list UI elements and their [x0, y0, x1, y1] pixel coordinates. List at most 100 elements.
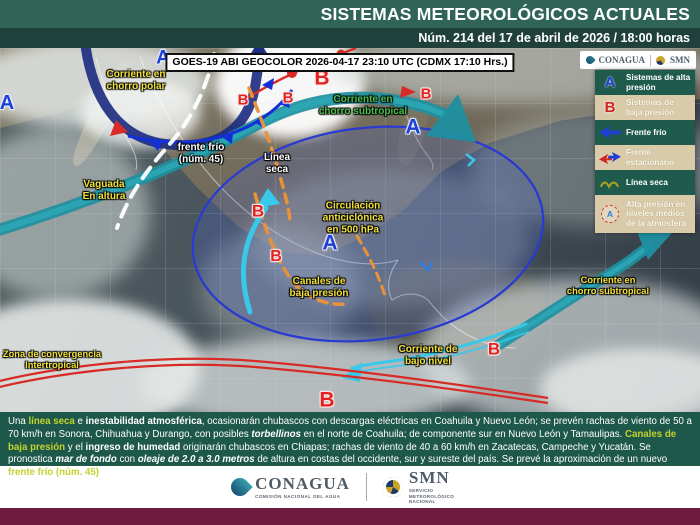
summary-bold-italic: oleaje de 2.0 a 3.0 metros — [137, 454, 255, 466]
low-pressure-B: B — [237, 91, 249, 109]
legend-label: Frente frío — [626, 127, 667, 137]
summary-highlight: Canales de baja presión — [8, 428, 677, 453]
dry-line-dashed — [247, 86, 292, 224]
smn-swirl-icon — [382, 476, 403, 497]
legend-item-mid-level-high: A Alta presión en niveles medios de la a… — [595, 195, 695, 233]
smn-mini-label: SMN — [670, 55, 690, 65]
high-pressure-A: A — [322, 231, 338, 255]
label-low-channels: Canales de baja presión — [289, 276, 349, 299]
legend-item-stationary-front: Frente estacionario — [595, 145, 695, 170]
smn-swirl-icon — [656, 55, 665, 65]
divider — [650, 54, 651, 66]
summary-bold: ingreso de humedad — [85, 441, 181, 453]
subtitle-band: Núm. 214 del 17 de abril de 2026 / 18:00… — [0, 28, 700, 48]
bulletin-number: Núm. 214 del 17 de abril de 2026 / 18:00… — [418, 31, 690, 45]
label-low-level-jet: Corriente de bajo nivel — [398, 344, 458, 367]
legend-label: Sistemas de baja presión — [626, 98, 675, 117]
legend-item-cold-front: Frente frío — [595, 120, 695, 145]
summary-text: originarán chubascos en Chiapas; rachas … — [8, 441, 651, 466]
satellite-caption: GOES-19 ABI GEOCOLOR 2026-04-17 23:10 UT… — [165, 53, 515, 72]
polar-jet-ribbon — [80, 48, 264, 151]
conagua-drop-icon — [583, 54, 596, 66]
warm-front-tip — [110, 120, 128, 136]
stationary-front-red-arrow — [400, 86, 416, 98]
label-trough: Vaguada En altura — [82, 179, 126, 202]
low-pressure-B: B — [319, 388, 335, 412]
subtropical-jet-lower-core — [494, 244, 651, 349]
bottom-maroon-band — [0, 508, 700, 525]
low-pressure-channel-1 — [253, 192, 351, 307]
low-level-jet-line-1 — [350, 322, 528, 370]
legend-label: Línea seca — [626, 177, 668, 187]
summary-text: y el — [65, 441, 86, 453]
map-legend: A Sistemas de alta presión B Sistemas de… — [595, 70, 695, 233]
low-pressure-B: B — [282, 89, 294, 107]
legend-label: Sistemas de alta presión — [626, 73, 691, 92]
itcz-line-1 — [0, 357, 549, 400]
rotation-chevron-south — [419, 261, 434, 273]
low-pressure-channel-2 — [355, 234, 387, 298]
rotation-chevron-east — [465, 153, 476, 167]
summary-text: , ocasionarán chubascos con descargas el… — [8, 416, 692, 440]
label-subtropical-jet-right: Corriente en chorro subtropical — [566, 275, 650, 296]
legend-item-low-pressure: B Sistemas de baja presión — [595, 95, 695, 120]
agency-mini-box: CONAGUA SMN — [579, 51, 696, 69]
label-itcz: Zona de convergencia Intertropical — [2, 349, 102, 370]
low-pressure-B: B — [314, 66, 330, 90]
smn-tagline: SERVICIO METEOROLÓGICO NACIONAL — [408, 487, 455, 505]
itcz-line-2 — [0, 363, 549, 405]
trough-dashed-line — [115, 52, 216, 230]
summary-text: con — [116, 454, 138, 466]
legend-item-high-pressure: A Sistemas de alta presión — [595, 70, 695, 95]
footer: CONAGUA COMISIÓN NACIONAL DEL AGUA SMN S… — [0, 466, 700, 508]
footer-divider — [365, 473, 367, 501]
low-pressure-B: B — [251, 201, 265, 221]
label-cold-front: frente frío (núm. 45) — [177, 142, 225, 165]
label-dry-line: Línea seca — [263, 152, 291, 175]
high-pressure-icon: A — [604, 74, 616, 91]
low-pressure-B: B — [487, 339, 501, 359]
smn-logo: SMN SERVICIO METEOROLÓGICO NACIONAL — [382, 467, 469, 505]
title-band: SISTEMAS METEOROLÓGICOS ACTUALES — [0, 0, 700, 28]
summary-text: al noroeste de México. — [98, 467, 200, 479]
summary-text: e — [74, 416, 86, 427]
low-pressure-icon: B — [604, 99, 616, 116]
satellite-map: A A A A B B B B B B B B Corriente en cho… — [0, 48, 700, 412]
subtropical-jet-upper-arrowhead — [426, 94, 476, 142]
cold-front-icon — [598, 126, 622, 139]
high-pressure-A: A — [405, 115, 421, 139]
conagua-drop-icon — [227, 474, 253, 500]
low-pressure-B: B — [420, 85, 432, 103]
stationary-front-icon — [598, 151, 622, 164]
smn-name: SMN — [408, 467, 450, 487]
summary-bold: inestabilidad atmosférica — [85, 416, 202, 427]
label-anticyclone: Circulación anticiclónica en 500 hPa — [322, 200, 384, 235]
legend-item-dry-line: Línea seca — [595, 170, 695, 195]
forecast-summary: Una línea seca e inestabilidad atmosféri… — [0, 412, 700, 478]
anticyclone-rotation-arrow — [240, 205, 269, 315]
label-subtropical-jet-top: Corriente en chorro subtropical — [318, 94, 408, 117]
summary-text: de altura en costas del occidente, sur y… — [254, 454, 668, 466]
conagua-name: CONAGUA — [255, 473, 350, 493]
anticyclone-arrowhead — [256, 188, 280, 208]
conagua-logo: CONAGUA COMISIÓN NACIONAL DEL AGUA — [227, 473, 350, 500]
summary-bold-italic: mar de fondo — [55, 454, 117, 466]
legend-label: Alta presión en niveles medios de la atm… — [626, 200, 687, 228]
summary-highlight: línea seca — [28, 416, 75, 427]
lat-lon-grid — [0, 48, 700, 412]
conagua-tagline: COMISIÓN NACIONAL DEL AGUA — [255, 493, 341, 499]
conagua-mini-label: CONAGUA — [598, 55, 646, 65]
mid-level-high-icon: A — [598, 205, 622, 223]
summary-text: en el norte de Coahuila; de componente s… — [300, 428, 625, 440]
low-pressure-B: B — [270, 248, 282, 265]
label-polar-jet: Corriente en chorro polar — [106, 69, 166, 92]
legend-label: Frente estacionario — [626, 148, 675, 167]
low-level-jet-line-2 — [354, 331, 529, 374]
cloud-blob — [140, 338, 470, 412]
high-pressure-A: A — [0, 92, 15, 114]
cloud-blob — [200, 228, 360, 348]
summary-bold-italic: torbellinos — [251, 428, 301, 440]
page-title: SISTEMAS METEOROLÓGICOS ACTUALES — [320, 3, 690, 24]
summary-text: Una — [8, 416, 29, 427]
dry-line-icon — [598, 177, 622, 189]
